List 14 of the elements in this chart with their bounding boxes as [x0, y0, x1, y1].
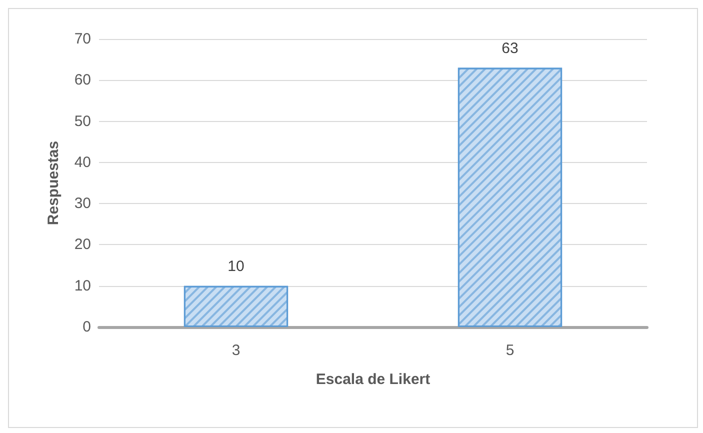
y-tick-label: 70: [74, 30, 91, 48]
data-label: 10: [228, 258, 244, 275]
y-tick-label: 0: [82, 318, 91, 336]
y-tick-label: 20: [74, 236, 91, 254]
y-tick-label: 50: [74, 112, 91, 130]
y-axis-title: Respuestas: [45, 140, 62, 226]
y-tick-label: 60: [74, 72, 91, 89]
y-tick-label: 30: [74, 195, 91, 212]
y-tick-label: 10: [74, 277, 91, 294]
x-tick-label: 5: [506, 342, 514, 359]
x-axis-title: Escala de Likert: [316, 371, 430, 388]
y-tick-label: 40: [74, 154, 91, 171]
x-tick-label: 3: [232, 342, 240, 359]
data-label: 63: [502, 40, 518, 57]
